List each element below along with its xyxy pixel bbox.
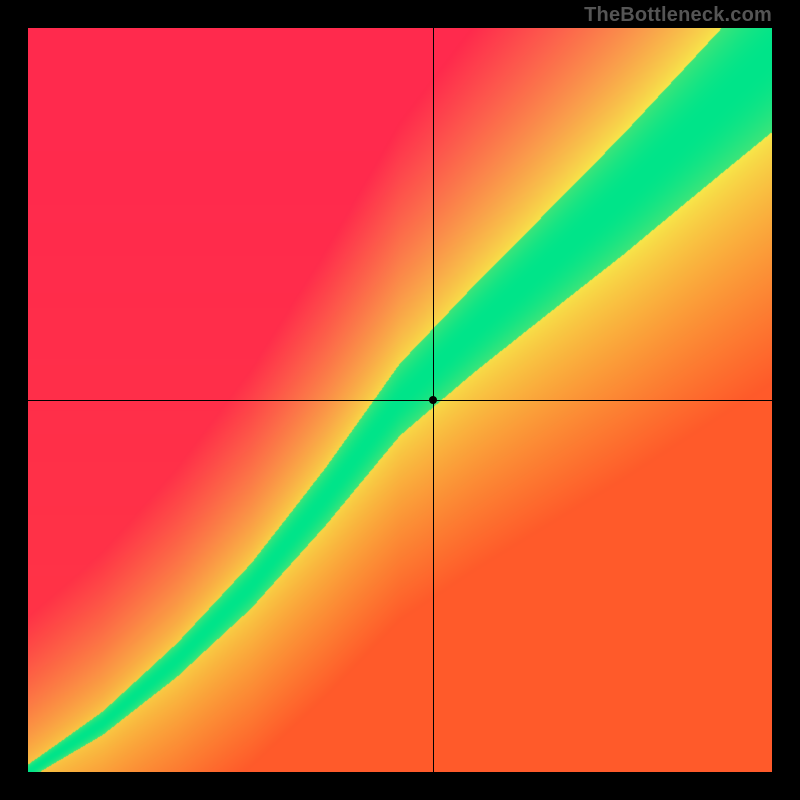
selection-point [429,396,437,404]
crosshair-horizontal [28,400,772,401]
watermark-text: TheBottleneck.com [584,4,772,27]
chart-container: TheBottleneck.com [0,0,800,800]
